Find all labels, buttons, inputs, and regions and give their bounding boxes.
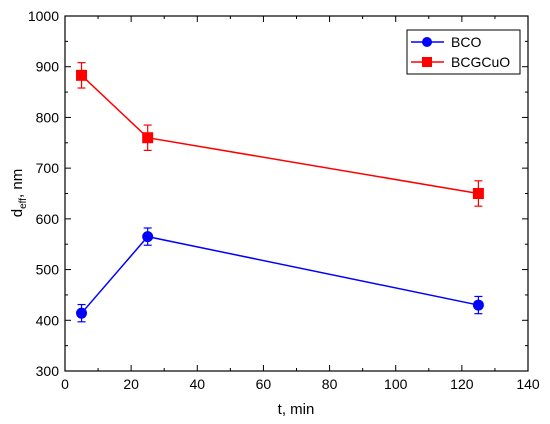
x-tick-label: 140 [516,376,540,392]
y-tick-label: 1000 [28,8,59,24]
y-tick-label: 900 [36,59,60,75]
y-tick-label: 600 [36,211,60,227]
data-point [76,307,88,319]
y-tick-label: 800 [36,109,60,125]
series-bco [76,227,484,323]
x-tick-label: 80 [322,376,338,392]
y-tick-label: 300 [36,363,60,379]
y-axis-label-unit: , nm [9,169,26,198]
tick-labels: 0 20 40 60 80 100 120 140 300 400 500 600 700 800 900 1… [28,8,540,392]
y-tick-label: 400 [36,312,60,328]
series-line [81,74,479,195]
x-tick-label: 40 [189,376,205,392]
x-tick-label: 0 [61,376,69,392]
legend-marker-bcgcuo [422,57,432,67]
series-layer [76,62,484,323]
data-point [142,132,154,144]
y-axis-label: deff, nm [9,169,29,217]
data-point [76,69,88,81]
data-point [472,299,484,311]
series-bcgcuo [76,62,484,207]
legend-marker-bco [422,37,432,47]
legend: BCO BCGCuO [406,29,521,75]
axis-ticks [64,15,529,372]
y-axis-label-subscript: eff [18,198,29,209]
series-line [80,235,479,314]
data-point [142,231,154,243]
data-point [472,188,484,199]
x-tick-label: 60 [256,376,272,392]
legend-label-bco: BCO [451,34,481,50]
y-tick-label: 500 [36,262,60,278]
x-tick-label: 20 [123,376,139,392]
legend-label-bcgcuo: BCGCuO [451,54,510,70]
y-tick-label: 700 [36,160,60,176]
x-tick-label: 100 [384,376,408,392]
x-tick-label: 120 [450,376,474,392]
y-axis-label-main: d [9,209,26,217]
x-axis-label: t, min [278,401,315,418]
